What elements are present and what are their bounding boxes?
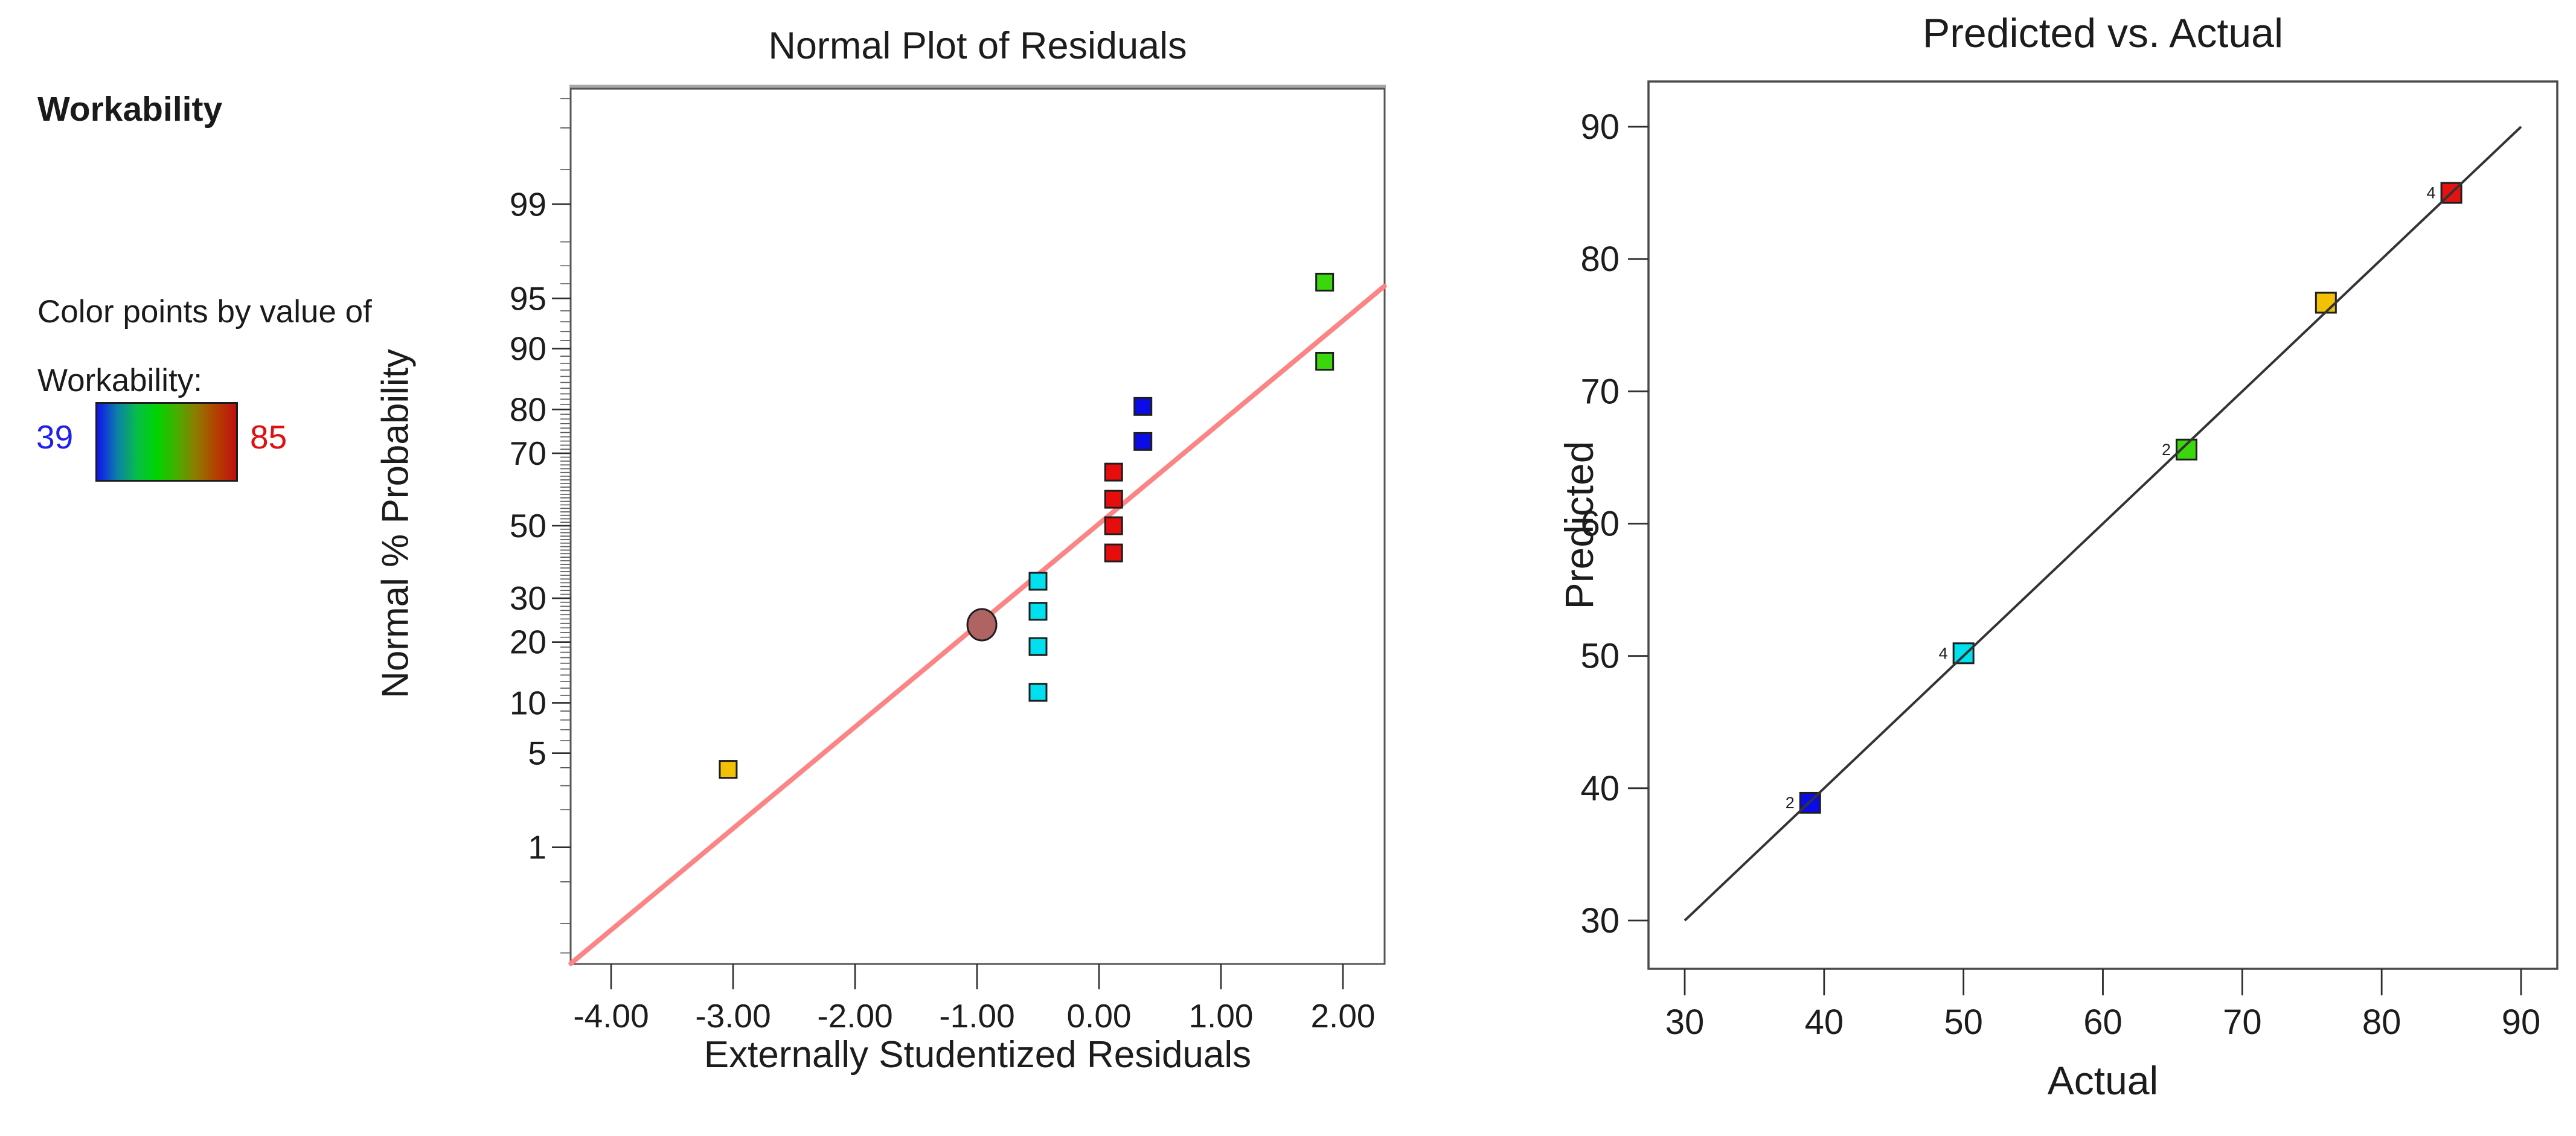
residual-point[interactable] bbox=[1315, 272, 1334, 292]
left-plot-frame bbox=[569, 88, 1386, 965]
color-gradient-bar bbox=[95, 402, 238, 482]
y-tick-label: 70 bbox=[510, 435, 546, 472]
right-chart-title: Predicted vs. Actual bbox=[1922, 10, 2284, 56]
y-tick-label: 99 bbox=[510, 185, 546, 223]
point-count-label: 2 bbox=[2162, 441, 2171, 459]
legend-max-value: 85 bbox=[250, 418, 287, 456]
x-tick-label: 1.00 bbox=[1188, 997, 1253, 1035]
residual-point[interactable] bbox=[1104, 516, 1123, 535]
y-tick-label: 80 bbox=[510, 391, 546, 428]
y-tick-label: 40 bbox=[1580, 769, 1620, 808]
x-tick-label: 90 bbox=[2502, 1003, 2541, 1042]
residual-point-circle[interactable] bbox=[966, 608, 998, 642]
x-tick-label: -2.00 bbox=[817, 997, 892, 1035]
y-tick-label: 5 bbox=[528, 735, 546, 772]
x-tick-label: -3.00 bbox=[695, 997, 771, 1035]
residual-point[interactable] bbox=[719, 760, 738, 779]
y-tick-label: 90 bbox=[510, 330, 546, 368]
point-count-label: 4 bbox=[1939, 644, 1948, 662]
y-tick-label: 95 bbox=[510, 279, 546, 317]
residual-point[interactable] bbox=[1028, 572, 1048, 591]
right-chart-xlabel: Actual bbox=[2047, 1058, 2159, 1103]
left-chart-title: Normal Plot of Residuals bbox=[768, 25, 1187, 67]
legend-min-value: 39 bbox=[36, 418, 74, 456]
point-count-label: 4 bbox=[2427, 184, 2436, 202]
residual-point[interactable] bbox=[1104, 462, 1123, 482]
predicted-actual-point[interactable] bbox=[1952, 642, 1975, 665]
residual-point[interactable] bbox=[1028, 602, 1048, 621]
y-tick-label: 30 bbox=[1580, 901, 1620, 940]
residual-point[interactable] bbox=[1133, 432, 1153, 451]
x-tick-label: 50 bbox=[1944, 1003, 1983, 1042]
y-tick-label: 1 bbox=[528, 829, 546, 866]
x-tick-label: -1.00 bbox=[939, 997, 1014, 1035]
residual-point[interactable] bbox=[1104, 543, 1123, 563]
residual-point[interactable] bbox=[1315, 351, 1334, 371]
y-tick-label: 30 bbox=[510, 579, 546, 617]
x-tick-label: -4.00 bbox=[573, 997, 649, 1035]
identity-line bbox=[1684, 126, 2522, 922]
x-tick-label: 40 bbox=[1805, 1003, 1844, 1042]
residual-point[interactable] bbox=[1104, 490, 1123, 509]
y-tick-label: 90 bbox=[1580, 107, 1620, 147]
left-chart-xlabel: Externally Studentized Residuals bbox=[703, 1034, 1252, 1076]
x-tick-label: 70 bbox=[2223, 1003, 2262, 1042]
y-tick-label: 70 bbox=[1580, 372, 1620, 411]
predicted-actual-point[interactable] bbox=[2315, 292, 2337, 314]
y-tick-label: 20 bbox=[510, 624, 546, 661]
x-tick-label: 80 bbox=[2362, 1003, 2401, 1042]
x-tick-label: 2.00 bbox=[1310, 997, 1375, 1035]
point-count-label: 2 bbox=[1786, 794, 1795, 812]
y-tick-label: 60 bbox=[1580, 504, 1620, 543]
y-tick-label: 10 bbox=[510, 684, 546, 721]
legend-caption-line1: Color points by value of bbox=[37, 294, 372, 330]
x-tick-label: 0.00 bbox=[1066, 997, 1131, 1035]
y-tick-label: 50 bbox=[1580, 637, 1620, 676]
y-tick-label: 50 bbox=[510, 507, 546, 544]
legend-caption-line2: Workability: bbox=[37, 363, 202, 398]
legend-title: Workability bbox=[37, 90, 223, 129]
y-tick-label: 80 bbox=[1580, 240, 1620, 279]
x-tick-label: 60 bbox=[2083, 1003, 2123, 1042]
x-tick-label: 30 bbox=[1665, 1003, 1705, 1042]
residual-point[interactable] bbox=[1028, 637, 1048, 656]
residual-point[interactable] bbox=[1133, 397, 1153, 416]
residual-point[interactable] bbox=[1028, 683, 1048, 702]
